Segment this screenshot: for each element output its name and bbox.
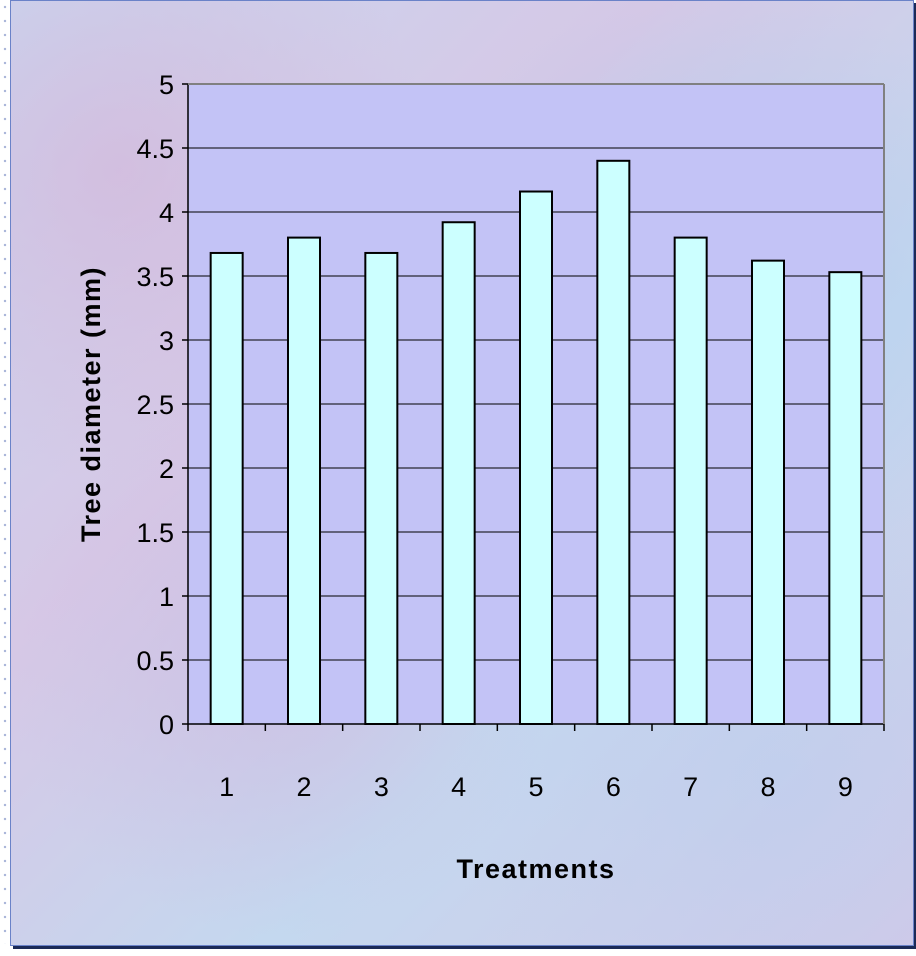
y-tick-label: 4 [159,198,174,228]
bar-3 [364,251,399,726]
x-tick-label: 8 [760,772,775,802]
y-tick-label: 1.5 [136,518,174,548]
y-tick-label: 5 [159,70,174,100]
y-tick-label: 2 [159,454,174,484]
y-tick-labels: 0 0.5 1 1.5 2 2.5 3 3.5 4 4.5 5 [136,70,174,740]
x-tick-label: 3 [374,772,389,802]
x-tick-label: 4 [451,772,466,802]
bar-1 [209,251,244,726]
y-tick-label: 1 [159,582,174,612]
bar-8 [751,259,785,725]
bar-4 [441,221,476,726]
x-tick-labels: 1 2 3 4 5 6 7 8 9 [219,772,853,802]
x-tick-label: 2 [296,772,311,802]
y-tick-label: 3.5 [136,262,174,292]
x-tick-label: 5 [528,772,543,802]
bar-5 [519,190,553,725]
bars [209,159,863,726]
y-tick-label: 2.5 [136,390,174,420]
x-axis-title: Treatments [456,854,615,884]
x-tick-label: 7 [683,772,698,802]
y-tick-label: 0.5 [136,646,174,676]
x-tick-label: 1 [219,772,234,802]
slide-edge-dots [0,0,10,944]
bar-7 [673,236,708,725]
x-tick-label: 6 [606,772,621,802]
axes [182,83,885,731]
y-tick-label: 3 [159,326,174,356]
bar-9 [828,271,863,725]
y-axis-title: Tree diameter (mm) [76,266,106,542]
y-tick-label: 0 [159,710,174,740]
bar-2 [287,236,321,725]
bar-6 [596,159,631,726]
x-tick-label: 9 [838,772,853,802]
y-tick-label: 4.5 [136,134,174,164]
